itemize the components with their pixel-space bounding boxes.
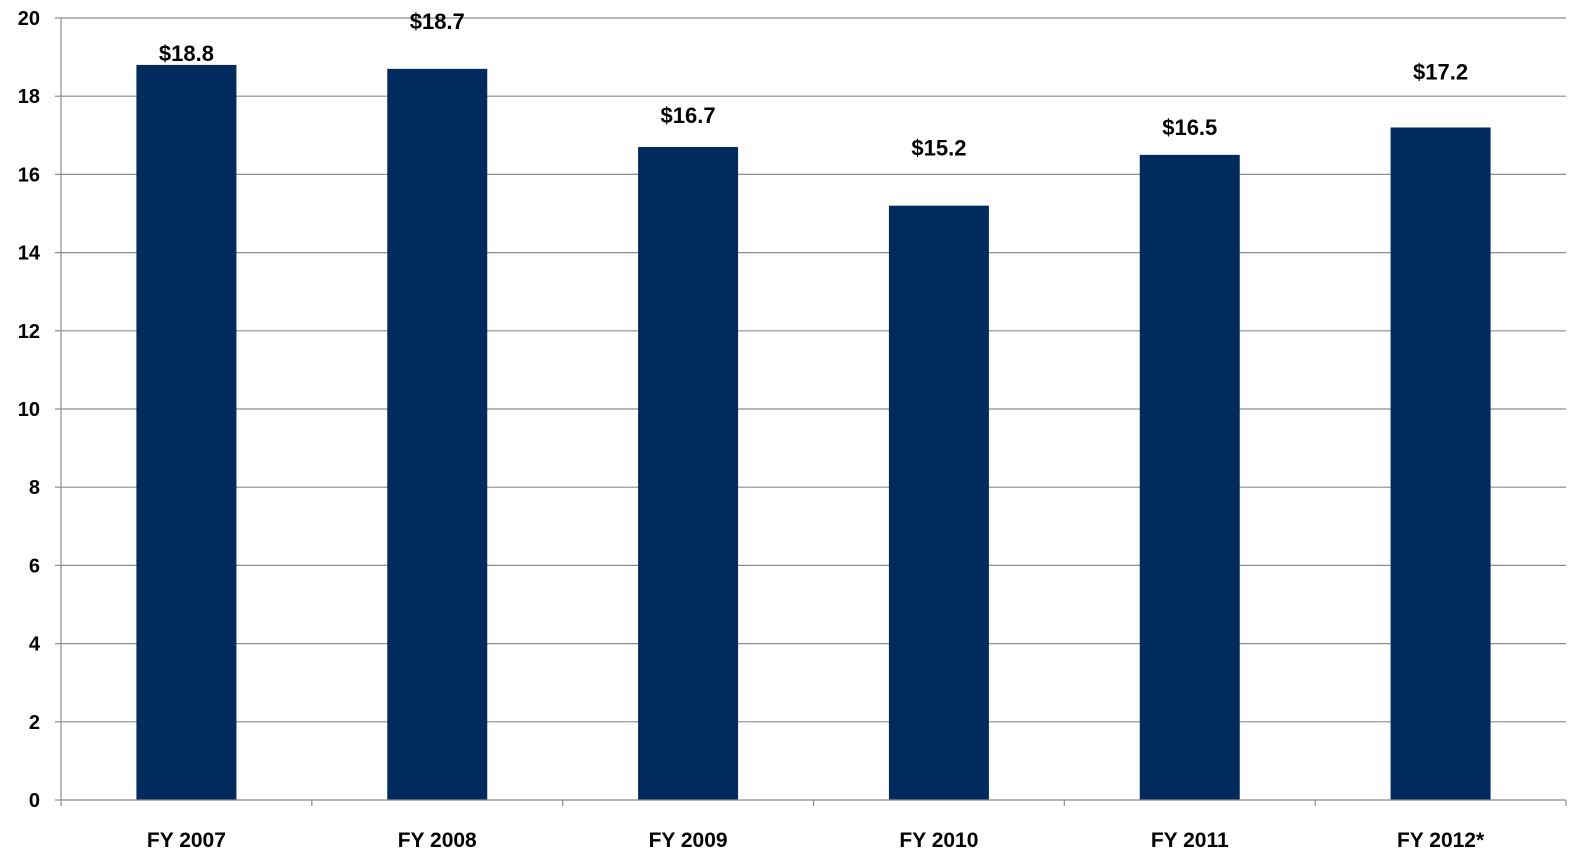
y-tick-label: 8 xyxy=(29,477,40,499)
x-tick-label: FY 2012* xyxy=(1397,829,1485,852)
x-tick-label: FY 2008 xyxy=(398,829,477,852)
y-tick-label: 2 xyxy=(29,712,40,734)
bar xyxy=(1139,154,1240,801)
bar-data-label: $16.5 xyxy=(1162,115,1217,140)
y-tick-label: 12 xyxy=(18,321,40,343)
y-tick-label: 16 xyxy=(18,164,40,186)
bar-data-label: $18.7 xyxy=(410,9,465,34)
bar xyxy=(888,205,989,800)
y-tick-label: 20 xyxy=(18,8,40,30)
bars xyxy=(136,64,1491,801)
bar xyxy=(136,64,237,801)
x-tick-label: FY 2011 xyxy=(1151,829,1229,852)
y-tick-label: 4 xyxy=(29,634,41,656)
bar-data-label: $15.2 xyxy=(911,136,966,161)
axes xyxy=(55,17,1567,806)
y-tick-label: 0 xyxy=(29,790,40,812)
x-tick-label: FY 2010 xyxy=(899,829,978,852)
labels: 0 2 4 6 8 10 12 14 16 18 20 $18.8 FY 2007 $18.7 FY 200… xyxy=(18,8,1485,852)
y-tick-label: 14 xyxy=(18,243,41,265)
y-tick-label: 10 xyxy=(18,399,40,421)
bar xyxy=(638,147,739,800)
y-tick-label: 6 xyxy=(29,555,40,577)
x-tick-label: FY 2009 xyxy=(649,829,728,852)
bar xyxy=(387,68,488,800)
bar-data-label: $17.2 xyxy=(1413,59,1468,84)
bar xyxy=(1390,127,1491,801)
bar-data-label: $18.8 xyxy=(159,41,214,66)
x-tick-label: FY 2007 xyxy=(147,829,226,852)
gridlines xyxy=(61,17,1566,723)
y-tick-label: 18 xyxy=(18,86,40,108)
bar-data-label: $16.7 xyxy=(661,103,716,128)
